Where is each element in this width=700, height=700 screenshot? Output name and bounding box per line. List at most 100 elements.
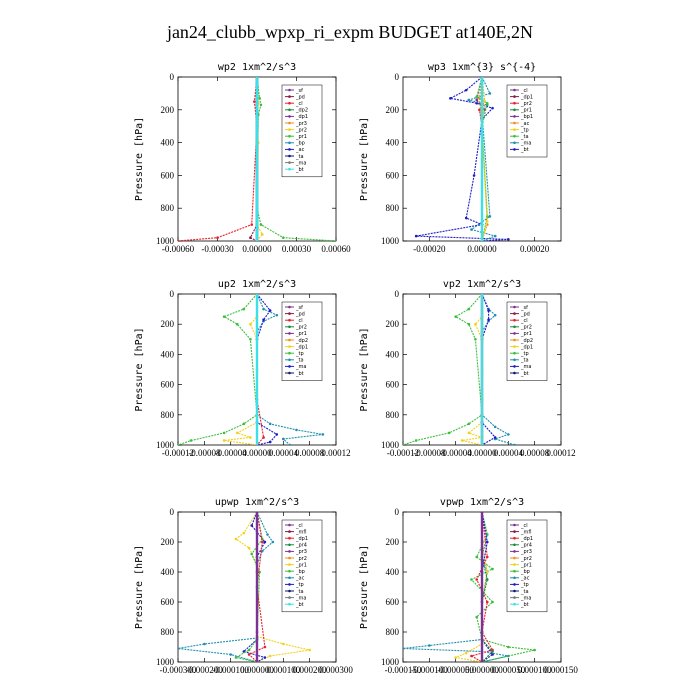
x-tick-label: -0.00008: [188, 448, 221, 458]
data-point: [255, 570, 259, 574]
legend-entry: _dp1: [295, 114, 308, 120]
data-point: [268, 422, 272, 426]
data-point: [467, 307, 471, 311]
series-group: [178, 77, 336, 241]
legend-entry: _cl: [295, 318, 303, 324]
x-tick-label: -0.000150: [385, 665, 422, 675]
legend-entry: _pd: [295, 311, 305, 317]
y-tick-label: 200: [161, 537, 175, 547]
y-tick-label: 400: [161, 138, 175, 148]
data-point: [308, 648, 311, 652]
x-tick-label: 0.00000: [242, 244, 272, 254]
legend-marker: [513, 332, 516, 335]
data-point: [487, 318, 490, 321]
data-point: [491, 650, 494, 653]
x-tick-label: 0.00000: [467, 244, 497, 254]
x-tick-label: 0.000100: [266, 665, 300, 675]
data-point: [262, 307, 265, 311]
legend-marker: [513, 523, 516, 527]
y-tick-label: 0: [395, 507, 400, 517]
legend-entry: _pr1: [295, 562, 307, 568]
data-point: [467, 98, 471, 102]
panel-title: upwp 1xm^2/s^3: [215, 497, 299, 508]
legend: _cl_mfl_dp1_pr4_pr3_pr2_pr1_bp_ac_tp_ta_…: [506, 519, 548, 613]
data-point: [474, 338, 477, 341]
legend-entry: _pr1: [520, 108, 532, 114]
data-point: [334, 239, 336, 241]
x-tick-label: 0.00000: [467, 448, 497, 458]
legend-entry: _dp1: [520, 344, 533, 350]
chart-panel-2: wp3 1xm^{3} s^{-4} Pressure [hPa] 0 200 400 6…: [359, 62, 562, 254]
legend-entry: _dp1: [520, 94, 533, 100]
legend-entry: _pr3: [520, 549, 532, 555]
legend-entry: _tp: [295, 351, 304, 357]
y-tick-label: 200: [161, 105, 175, 115]
y-tick-label: 200: [386, 105, 400, 115]
y-tick-label: 200: [161, 319, 175, 329]
series-group: [414, 77, 510, 241]
y-tick-label: 0: [170, 72, 175, 82]
data-point: [268, 440, 272, 444]
data-point: [493, 436, 497, 439]
data-point: [480, 77, 484, 79]
data-point: [491, 600, 494, 604]
legend-marker: [513, 589, 516, 593]
y-tick-label: 1000: [156, 440, 175, 450]
x-tick-label: 0.000200: [293, 665, 327, 675]
legend-marker: [513, 536, 516, 540]
legend-marker: [513, 121, 516, 125]
data-point: [475, 555, 479, 559]
x-tick-label: 0.000100: [518, 665, 552, 675]
data-point: [480, 570, 484, 574]
legend: _cl_mfl_dp1_pr4_pr3_pr2_pr1_bp_ac_tp_ta_…: [281, 519, 323, 613]
data-point: [260, 233, 264, 236]
panel-title: vpwp 1xm^2/s^3: [440, 497, 524, 508]
legend-marker: [288, 161, 291, 164]
legend-entry: _pr2: [520, 101, 532, 107]
series-line: [248, 512, 266, 662]
legend-marker: [288, 543, 291, 547]
data-point: [255, 77, 259, 79]
data-point: [513, 443, 517, 445]
legend-entry: _sf: [295, 88, 303, 94]
y-tick-label: 600: [161, 380, 175, 390]
legend-entry: _tp: [520, 351, 529, 357]
data-point: [460, 439, 464, 442]
data-point: [485, 540, 489, 544]
data-point: [488, 92, 492, 95]
data-point: [485, 220, 489, 223]
legend-marker: [288, 332, 291, 335]
legend-entry: _pr4: [520, 543, 532, 549]
data-point: [242, 531, 246, 535]
x-tick-label: -0.00060: [162, 244, 195, 254]
series-group: [178, 512, 311, 662]
data-point: [485, 533, 489, 536]
legend-marker: [513, 325, 516, 329]
y-tick-label: 200: [386, 537, 400, 547]
legend-entry: _pd: [520, 311, 530, 317]
legend-entry: _tp: [520, 127, 529, 133]
data-point: [475, 98, 479, 102]
y-tick-label: 1000: [381, 657, 400, 667]
data-point: [178, 647, 180, 650]
data-point: [268, 654, 272, 658]
data-point: [250, 552, 254, 556]
panel-title: wp2 1xm^2/s^3: [218, 62, 296, 73]
data-point: [266, 533, 269, 536]
data-point: [487, 309, 490, 312]
legend-marker: [288, 569, 291, 573]
data-point: [454, 315, 457, 318]
legend-entry: _pr2: [520, 325, 532, 331]
legend-marker: [513, 583, 516, 586]
legend-entry: _bt: [520, 147, 529, 153]
data-point: [255, 368, 259, 371]
data-point: [259, 223, 263, 226]
data-point: [449, 97, 452, 100]
x-tick-label: -0.00008: [413, 448, 446, 458]
chart-panel-6: vpwp 1xm^2/s^3 Pressure [hPa] 0 200 400 600 80…: [359, 497, 578, 675]
legend-marker: [513, 569, 516, 573]
legend-marker: [513, 351, 516, 355]
panel-title: wp3 1xm^{3} s^{-4}: [428, 62, 536, 73]
y-tick-label: 1000: [156, 657, 175, 667]
